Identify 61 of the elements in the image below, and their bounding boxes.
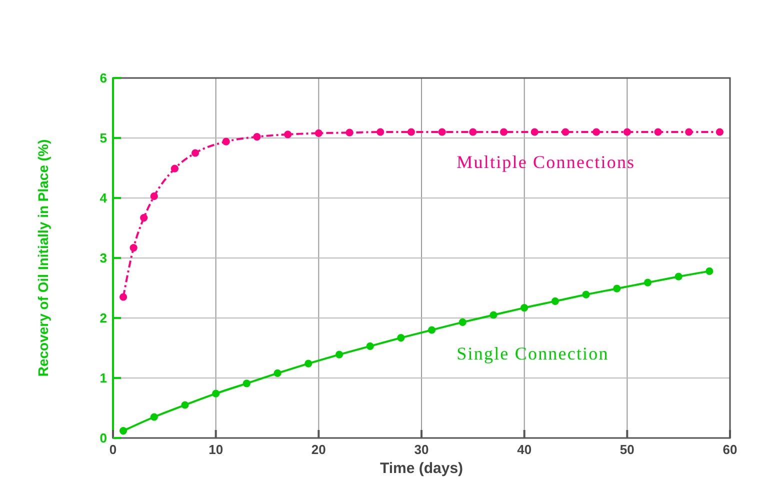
point [500, 128, 508, 136]
y-tick-label: 0 [100, 430, 107, 446]
point [191, 149, 200, 157]
series-label: Multiple Connections [456, 152, 636, 172]
point [438, 128, 446, 136]
point [530, 128, 538, 136]
y-tick-label: 1 [100, 370, 107, 386]
point [716, 128, 724, 136]
point [613, 284, 621, 292]
point [274, 369, 282, 377]
y-tick-label: 5 [100, 130, 107, 146]
point [119, 427, 128, 435]
point [582, 290, 590, 298]
point [674, 272, 682, 280]
y-tick-label: 2 [100, 310, 107, 326]
point [130, 244, 138, 252]
point [346, 128, 354, 136]
point [562, 128, 570, 136]
x-tick-label: 10 [208, 442, 224, 457]
point [253, 133, 261, 141]
point [304, 360, 312, 368]
point [623, 128, 631, 136]
point [654, 128, 662, 136]
point [490, 311, 498, 319]
y-tick-label: 4 [100, 190, 108, 206]
point [150, 413, 158, 421]
point [706, 267, 714, 275]
point [335, 350, 344, 358]
point [366, 342, 374, 350]
point [140, 214, 148, 222]
point [181, 401, 189, 409]
point [592, 128, 600, 136]
point [222, 138, 230, 146]
point [551, 297, 559, 305]
point [428, 326, 436, 334]
point [150, 192, 158, 200]
point [407, 128, 416, 136]
x-tick-label: 0 [109, 442, 117, 457]
x-tick-label: 30 [414, 442, 429, 457]
x-tick-label: 50 [620, 442, 634, 457]
point [314, 129, 322, 137]
point [284, 130, 292, 138]
point [376, 128, 384, 136]
x-tick-label: 20 [311, 442, 326, 457]
y-tick-label: 6 [100, 70, 107, 86]
point [170, 164, 178, 172]
point [469, 128, 477, 136]
point [242, 380, 250, 388]
point [212, 390, 220, 398]
point [644, 278, 652, 286]
x-tick-label: 60 [722, 442, 738, 457]
y-axis-title: Recovery of Oil Initially in Place (%) [35, 139, 51, 377]
point [397, 334, 405, 342]
series-label: Single Connection [456, 344, 609, 364]
point [685, 128, 693, 136]
point [458, 318, 466, 326]
y-tick-label: 3 [100, 250, 107, 266]
point [520, 304, 528, 312]
point [119, 293, 128, 301]
x-axis-title: Time (days) [380, 460, 464, 477]
x-tick-label: 40 [517, 442, 532, 457]
